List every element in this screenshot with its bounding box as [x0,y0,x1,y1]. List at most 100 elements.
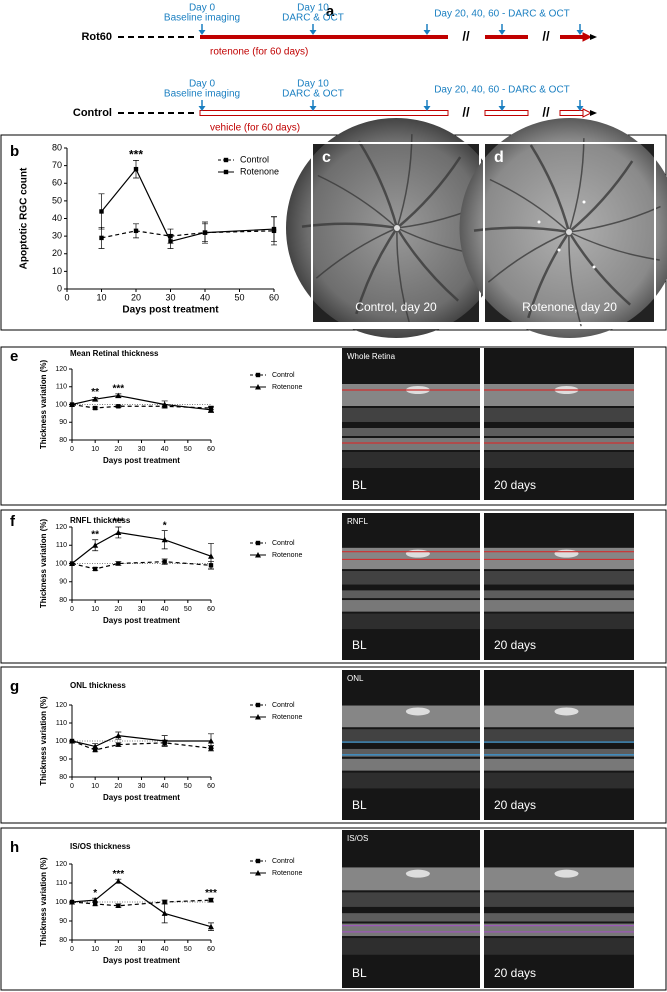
x-tick-label: 20 [114,446,122,453]
oct-highlight [554,707,579,716]
y-tick-label: 90 [59,579,67,586]
chart-title: RNFL thickness [70,516,131,525]
y-axis-label: Thickness variation (%) [39,696,48,786]
oct-image [342,513,480,660]
data-point [162,899,167,905]
oct-band [484,571,634,585]
oct-band [342,408,480,422]
data-point [161,910,168,916]
legend-marker [255,552,261,558]
y-tick-label: 0 [57,283,62,293]
x-axis-label: Days post treatment [103,456,180,465]
treatment-bar [559,110,584,116]
arrow-head [582,32,593,42]
legend-label: Control [272,540,295,547]
panel-frame [0,346,667,506]
chart-title: ONL thickness [70,681,126,690]
fundus-vessel [396,156,462,229]
fundus-vessel [568,160,634,233]
oct-band [342,729,480,744]
oct-band [484,438,634,450]
oct-layer-label: Whole Retina [347,352,396,361]
x-axis-label: Days post treatment [103,956,180,965]
legend-label: Control [272,702,295,709]
y-tick-label: 90 [59,756,67,763]
x-axis-label: Days post treatment [122,305,219,316]
oct-image [484,830,634,988]
fundus-mask [483,142,656,324]
oct-band [342,748,480,757]
significance-mark: *** [129,148,143,162]
data-point [92,542,99,548]
x-tick-label: 50 [184,946,192,953]
apoptotic-cell [537,220,541,224]
oct-band [342,590,480,599]
data-point [115,529,122,535]
oct-image [484,513,634,660]
x-tick-label: 30 [138,946,146,953]
oct-image [342,348,480,500]
x-tick-label: 10 [91,783,99,790]
y-tick-label: 120 [55,524,67,531]
x-tick-label: 30 [138,783,146,790]
y-tick-label: 70 [52,160,62,170]
y-tick-label: 80 [59,597,67,604]
x-tick-label: 0 [70,946,74,953]
oct-time-label: 20 days [494,798,536,812]
treatment-label: vehicle (for 60 days) [210,123,300,134]
x-tick-label: 40 [161,446,169,453]
x-tick-label: 20 [131,292,141,302]
optic-nerve [394,225,400,231]
y-tick-label: 80 [52,142,62,152]
event-day: Day 10 [297,79,329,90]
arrow-head [582,108,593,118]
break-mark: // [462,104,470,119]
oct-time-label: BL [352,478,367,492]
data-point [208,738,214,744]
data-point [69,899,75,905]
legend-label: Rotenone [272,870,302,877]
x-tick-label: 10 [91,946,99,953]
event-arrow-head [423,106,431,111]
data-point [92,405,98,411]
legend-label: Rotenone [272,384,302,391]
legend-marker [255,540,261,546]
data-point [162,559,167,564]
y-axis-label: Thickness variation (%) [39,359,48,449]
x-tick-label: 10 [91,606,99,613]
panel-frame [0,666,667,824]
fundus-vessel [567,231,631,306]
panel-letter: a [326,3,335,20]
legend-marker [255,384,261,390]
legend-marker [255,372,261,378]
oct-layer-label: RNFL [347,517,368,526]
oct-band [484,705,634,728]
data-point [115,878,122,884]
panel-letter: d [494,149,504,166]
oct-band [484,867,634,891]
x-tick-label: 0 [70,606,74,613]
series-line [101,168,275,243]
fundus-vessel [489,178,570,233]
x-tick-label: 0 [70,783,74,790]
chart-title: IS/OS thickness [70,842,131,851]
fundus-vessel [396,227,410,323]
apoptotic-cell [592,265,596,269]
oct-layer-label: ONL [347,674,364,683]
arrow-tip [590,110,597,116]
row-label: Rot60 [81,31,112,43]
event-text: Day 20, 40, 60 - DARC & OCT [434,9,570,20]
x-tick-label: 50 [184,606,192,613]
y-axis-label: Apoptotic RGC count [19,167,30,269]
oct-image [342,670,480,820]
x-tick-label: 20 [114,606,122,613]
treatment-label: rotenone (for 60 days) [210,47,308,58]
oct-band [342,571,480,585]
data-point [133,166,139,172]
event-arrow-head [309,106,317,111]
x-tick-label: 20 [114,783,122,790]
data-point [133,228,139,234]
fundus-vessel [487,231,570,283]
oct-highlight [554,549,579,558]
